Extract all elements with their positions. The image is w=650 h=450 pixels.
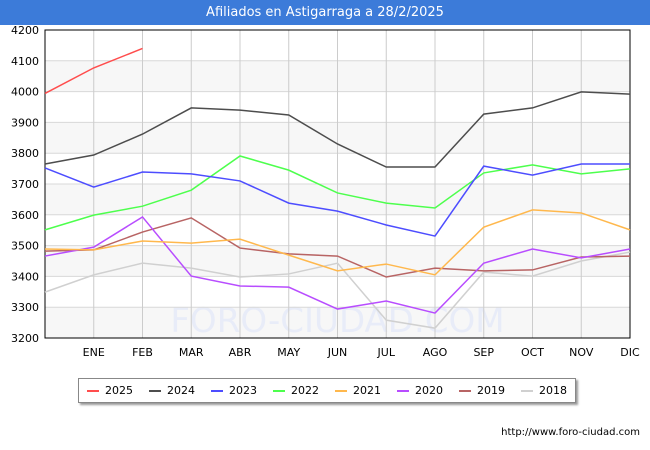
legend-swatch xyxy=(273,389,285,392)
legend-item-2023: 2023 xyxy=(211,384,257,397)
legend-item-2024: 2024 xyxy=(149,384,195,397)
y-tick-label: 3700 xyxy=(11,178,39,191)
series-line-2022 xyxy=(44,155,631,231)
legend-label: 2020 xyxy=(415,384,443,397)
legend-swatch xyxy=(459,389,471,392)
legend-label: 2023 xyxy=(229,384,257,397)
y-tick-label: 3800 xyxy=(11,147,39,160)
x-tick-label: MAR xyxy=(179,346,204,359)
legend-label: 2018 xyxy=(539,384,567,397)
legend-label: 2019 xyxy=(477,384,505,397)
x-tick-label: JUL xyxy=(377,346,396,359)
legend: 2025 2024 2023 2022 2021 2020 2019 2018 xyxy=(78,378,576,403)
legend-item-2021: 2021 xyxy=(335,384,381,397)
legend-item-2018: 2018 xyxy=(521,384,567,397)
legend-swatch xyxy=(211,389,223,392)
y-tick-label: 3200 xyxy=(11,332,39,345)
x-tick-label: MAY xyxy=(277,346,300,359)
legend-swatch xyxy=(87,389,99,392)
legend-swatch xyxy=(149,389,161,392)
series-line-2018 xyxy=(44,251,631,329)
series-line-2021 xyxy=(44,209,631,276)
series-line-2025 xyxy=(44,47,143,95)
legend-label: 2021 xyxy=(353,384,381,397)
y-tick-label: 3300 xyxy=(11,301,39,314)
x-tick-label: ABR xyxy=(229,346,252,359)
series-line-2024 xyxy=(44,91,631,168)
y-tick-label: 4100 xyxy=(11,55,39,68)
x-tick-label: ENE xyxy=(83,346,105,359)
source-url[interactable]: http://www.foro-ciudad.com xyxy=(501,427,640,438)
x-tick-label: SEP xyxy=(473,346,494,359)
series-line-2019 xyxy=(44,217,631,278)
x-tick-label: AGO xyxy=(423,346,448,359)
legend-label: 2022 xyxy=(291,384,319,397)
legend-item-2019: 2019 xyxy=(459,384,505,397)
series-line-2020 xyxy=(44,215,631,314)
x-tick-label: FEB xyxy=(132,346,153,359)
legend-swatch xyxy=(521,389,533,392)
y-tick-label: 3600 xyxy=(11,209,39,222)
x-tick-label: DIC xyxy=(620,346,640,359)
y-tick-label: 4200 xyxy=(11,24,39,37)
legend-item-2025: 2025 xyxy=(87,384,133,397)
legend-item-2020: 2020 xyxy=(397,384,443,397)
y-tick-label: 3900 xyxy=(11,116,39,129)
legend-swatch xyxy=(335,389,347,392)
series-line-2023 xyxy=(44,163,630,237)
legend-label: 2025 xyxy=(105,384,133,397)
x-tick-label: JUN xyxy=(327,346,348,359)
legend-label: 2024 xyxy=(167,384,195,397)
y-tick-label: 3500 xyxy=(11,240,39,253)
legend-item-2022: 2022 xyxy=(273,384,319,397)
legend-swatch xyxy=(397,389,409,392)
chart-title: Afiliados en Astigarraga a 28/2/2025 xyxy=(0,0,650,25)
y-tick-label: 3400 xyxy=(11,270,39,283)
y-tick-label: 4000 xyxy=(11,86,39,99)
plot-border xyxy=(44,29,631,339)
x-tick-label: NOV xyxy=(569,346,594,359)
x-tick-label: OCT xyxy=(521,346,544,359)
